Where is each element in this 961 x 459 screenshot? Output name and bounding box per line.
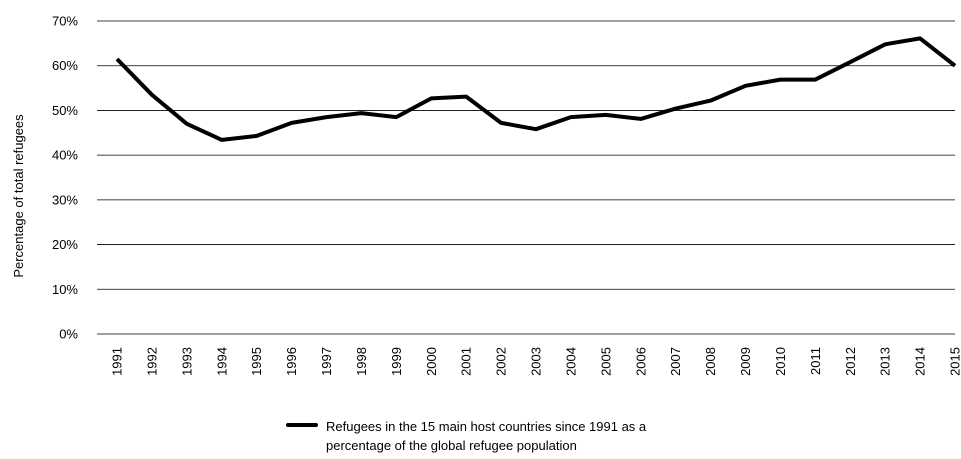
x-tick-label: 2000 bbox=[424, 347, 439, 376]
y-tick-label: 40% bbox=[52, 148, 78, 163]
legend-swatch bbox=[286, 423, 318, 427]
y-tick-label: 20% bbox=[52, 237, 78, 252]
x-tick-label: 1999 bbox=[389, 347, 404, 376]
y-tick-label: 50% bbox=[52, 103, 78, 118]
y-tick-label: 30% bbox=[52, 192, 78, 207]
x-tick-label: 2001 bbox=[459, 347, 474, 376]
x-tick-label: 2015 bbox=[948, 347, 961, 376]
x-tick-label: 1996 bbox=[284, 347, 299, 376]
x-tick-label: 2006 bbox=[633, 347, 648, 376]
y-tick-label: 60% bbox=[52, 58, 78, 73]
y-axis-label: Percentage of total refugees bbox=[11, 114, 26, 278]
legend-label-line-2: percentage of the global refugee populat… bbox=[326, 438, 577, 453]
line-chart: 0% 10% 20% 30% 40% 50% 60% 70% 1991 1992 1993 1994… bbox=[11, 14, 961, 376]
x-tick-label: 2007 bbox=[668, 347, 683, 376]
x-axis-ticks: 1991 1992 1993 1994 1995 1996 1997 1998 1999 2000… bbox=[110, 347, 961, 376]
x-tick-label: 2005 bbox=[598, 347, 613, 376]
legend: Refugees in the 15 main host countries s… bbox=[286, 417, 746, 459]
y-tick-label: 0% bbox=[59, 327, 78, 342]
x-tick-label: 2014 bbox=[913, 347, 928, 376]
y-tick-label: 70% bbox=[52, 14, 78, 29]
x-tick-label: 2013 bbox=[878, 347, 893, 376]
y-tick-label: 10% bbox=[52, 282, 78, 297]
x-tick-label: 2008 bbox=[703, 347, 718, 376]
x-tick-label: 2010 bbox=[773, 347, 788, 376]
x-tick-label: 1998 bbox=[354, 347, 369, 376]
y-axis-ticks: 0% 10% 20% 30% 40% 50% 60% 70% bbox=[52, 14, 78, 342]
x-tick-label: 1991 bbox=[110, 347, 125, 376]
gridlines bbox=[97, 20, 955, 335]
x-tick-label: 1994 bbox=[214, 347, 229, 376]
x-tick-label: 2002 bbox=[494, 347, 509, 376]
x-tick-label: 1997 bbox=[319, 347, 334, 376]
x-tick-label: 2003 bbox=[529, 347, 544, 376]
x-tick-label: 1995 bbox=[249, 347, 264, 376]
series-group bbox=[115, 36, 957, 142]
x-tick-label: 2004 bbox=[563, 347, 578, 376]
x-tick-label: 2009 bbox=[738, 347, 753, 376]
legend-label-line-1: Refugees in the 15 main host countries s… bbox=[326, 419, 647, 434]
x-tick-label: 2012 bbox=[843, 347, 858, 376]
series-line-0 bbox=[115, 36, 957, 142]
x-tick-label: 2011 bbox=[808, 347, 823, 375]
legend-label: Refugees in the 15 main host countries s… bbox=[326, 417, 746, 455]
x-tick-label: 1992 bbox=[144, 347, 159, 376]
x-tick-label: 1993 bbox=[179, 347, 194, 376]
